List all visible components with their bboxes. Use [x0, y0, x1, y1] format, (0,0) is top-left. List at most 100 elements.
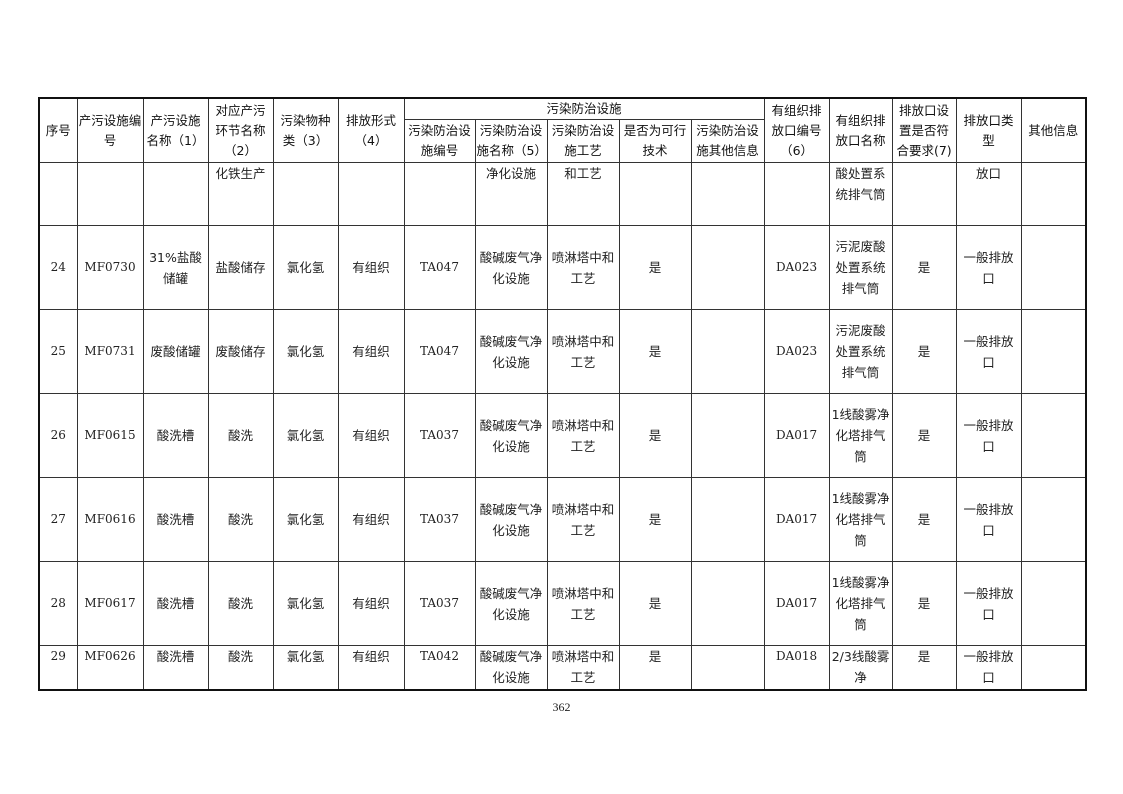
- header-facility-name: 产污设施名称（1）: [142, 97, 209, 163]
- table-cell: 喷淋塔中和工艺: [546, 309, 620, 394]
- header-pollutant: 污染物种类（3）: [272, 97, 339, 163]
- table-cell: 一般排放口: [955, 561, 1022, 646]
- table-cell: [690, 393, 765, 478]
- table-cell: [690, 645, 765, 690]
- table-cell: 酸碱废气净化设施: [474, 477, 548, 562]
- table-cell: 酸洗: [207, 393, 274, 478]
- table-cell: 喷淋塔中和工艺: [546, 477, 620, 562]
- table-cell: MF0730: [76, 225, 144, 310]
- table-cell: 有组织: [337, 477, 405, 562]
- table-cell: 1线酸雾净化塔排气筒: [828, 477, 893, 562]
- table-cell: 放口: [955, 162, 1022, 226]
- table-cell: 喷淋塔中和工艺: [546, 645, 620, 690]
- table-cell: [690, 162, 765, 226]
- table-cell: TA042: [403, 645, 476, 690]
- table-cell: 氯化氢: [272, 561, 339, 646]
- table-cell: 有组织: [337, 225, 405, 310]
- table-cell: [272, 162, 339, 226]
- header-facility-id: 产污设施编号: [76, 97, 144, 163]
- header-control-id: 污染防治设施编号: [403, 119, 476, 163]
- table-row: 24 MF0730 31%盐酸储罐 盐酸储存 氯化氢 有组织 TA047 酸碱废气净化设施 喷淋…: [38, 225, 1087, 310]
- table-row: 27 MF0616 酸洗槽 酸洗 氯化氢 有组织 TA037 酸碱废气净化设施 喷淋塔中和工艺是…: [38, 477, 1087, 562]
- table-cell: 是: [618, 477, 692, 562]
- header-outlet-id: 有组织排放口编号（6）: [763, 97, 830, 163]
- table-cell: 有组织: [337, 561, 405, 646]
- header-control-tech: 污染防治设施工艺: [546, 119, 620, 163]
- table-cell: 酸碱废气净化设施: [474, 309, 548, 394]
- table-cell: 是: [891, 477, 957, 562]
- table-cell: 27: [38, 477, 78, 562]
- table-cell: DA017: [763, 561, 830, 646]
- table-cell: 是: [891, 561, 957, 646]
- table-cell: MF0615: [76, 393, 144, 478]
- table-cell: 一般排放口: [955, 477, 1022, 562]
- table-cell: 是: [618, 309, 692, 394]
- table-cell: 氯化氢: [272, 477, 339, 562]
- table-cell: 有组织: [337, 393, 405, 478]
- table-cell: [1020, 645, 1087, 690]
- table-cell: [403, 162, 476, 226]
- table-cell: MF0616: [76, 477, 144, 562]
- table-cell: 酸洗: [207, 645, 274, 690]
- table-cell: 是: [618, 561, 692, 646]
- table-cell: [1020, 225, 1087, 310]
- table-cell: 2/3线酸雾净: [828, 645, 893, 690]
- table-cell: TA037: [403, 561, 476, 646]
- table-cell: [1020, 561, 1087, 646]
- table-cell: 酸碱废气净化设施: [474, 393, 548, 478]
- table-cell: 净化设施: [474, 162, 548, 226]
- table-cell: 有组织: [337, 645, 405, 690]
- table-cell: 是: [891, 225, 957, 310]
- table-cell: 氯化氢: [272, 393, 339, 478]
- header-seq: 序号: [38, 97, 78, 163]
- table-cell: 是: [618, 225, 692, 310]
- table-cell: 一般排放口: [955, 393, 1022, 478]
- table-cell: [1020, 477, 1087, 562]
- table-cell: 1线酸雾净化塔排气筒: [828, 393, 893, 478]
- table-cell: DA017: [763, 477, 830, 562]
- table-cell: 酸洗槽: [142, 561, 209, 646]
- table-cell: 一般排放口: [955, 645, 1022, 690]
- table-cell: MF0626: [76, 645, 144, 690]
- header-outlet-ok: 排放口设置是否符合要求(7): [891, 97, 957, 163]
- table-cell: 是: [891, 393, 957, 478]
- table-cell: MF0731: [76, 309, 144, 394]
- page-number: 362: [552, 700, 571, 714]
- table-cell: TA037: [403, 393, 476, 478]
- header-process: 对应产污环节名称（2）: [207, 97, 274, 163]
- table-cell: 24: [38, 225, 78, 310]
- table-cell: 酸洗槽: [142, 477, 209, 562]
- table-cell: 酸碱废气净化设施: [474, 645, 548, 690]
- table-cell: [1020, 393, 1087, 478]
- header-other: 其他信息: [1020, 97, 1087, 163]
- table-cell: 酸洗槽: [142, 645, 209, 690]
- emission-facility-table: 序号 产污设施编号 产污设施名称（1） 对应产污环节名称（2） 污染物种类（3）…: [38, 97, 1088, 691]
- table-cell: 是: [891, 309, 957, 394]
- header-outlet-type: 排放口类型: [955, 97, 1022, 163]
- table-row: 28 MF0617 酸洗槽 酸洗 氯化氢 有组织 TA037 酸碱废气净化设施 喷淋塔中和工艺是…: [38, 561, 1087, 646]
- table-cell: [618, 162, 692, 226]
- table-cell: 盐酸储存: [207, 225, 274, 310]
- table-cell: 酸洗: [207, 477, 274, 562]
- table-cell: 28: [38, 561, 78, 646]
- table-cell: 废酸储罐: [142, 309, 209, 394]
- table-cell: 氯化氢: [272, 645, 339, 690]
- table-row-continued: 化铁生产 净化设施 和工艺 酸处置系统排气筒 放口: [38, 162, 1087, 226]
- table-cell: 一般排放口: [955, 225, 1022, 310]
- header-control-other: 污染防治设施其他信息: [690, 119, 765, 163]
- table-cell: TA037: [403, 477, 476, 562]
- table-cell: [690, 309, 765, 394]
- table-cell: 一般排放口: [955, 309, 1022, 394]
- table-cell: 是: [618, 393, 692, 478]
- table-cell: [891, 162, 957, 226]
- table-cell: 酸碱废气净化设施: [474, 225, 548, 310]
- table-cell: DA018: [763, 645, 830, 690]
- table-cell: [690, 225, 765, 310]
- table-cell: 是: [891, 645, 957, 690]
- table-cell: 酸处置系统排气筒: [828, 162, 893, 226]
- table-cell: DA023: [763, 225, 830, 310]
- table-cell: [142, 162, 209, 226]
- table-cell: 有组织: [337, 309, 405, 394]
- table-cell: 废酸储存: [207, 309, 274, 394]
- table-cell: DA023: [763, 309, 830, 394]
